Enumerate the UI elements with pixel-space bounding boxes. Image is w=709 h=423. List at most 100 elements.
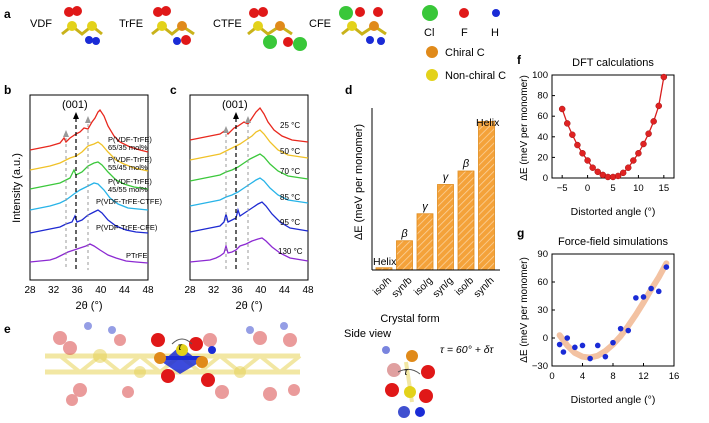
temp-label-3: 70 °C (280, 167, 300, 176)
panel-b-frame (29, 94, 149, 281)
legend-dot-cl (422, 5, 438, 21)
side-view-molecule: τ (382, 346, 435, 418)
bar-label: β (400, 228, 408, 240)
molecule-vdf (61, 6, 103, 45)
monomer-label-trfe: TrFE (119, 18, 143, 30)
data-point-f (564, 120, 571, 127)
data-point-g (633, 295, 639, 301)
trace-label-b-3b: 45/55 mol% (108, 185, 148, 194)
temp-label-4: 85 °C (280, 193, 300, 202)
panel-f-points (558, 73, 668, 181)
data-point-f (579, 150, 586, 157)
xtick-d: syn/g (431, 275, 456, 300)
panel-letter-c: c (170, 83, 177, 97)
panel-g-points (556, 264, 670, 362)
ytick-g: 0 (543, 333, 548, 344)
xtick-b-44: 44 (119, 285, 131, 296)
data-point-g (617, 325, 624, 332)
data-point-g (564, 335, 571, 341)
panel-b-ylabel: Intensity (a.u.) (11, 153, 23, 223)
xtick-c-44: 44 (279, 285, 291, 296)
side-view-label: Side view (344, 328, 391, 340)
trace-label-b-1b: 65/35 mol% (108, 143, 148, 152)
panel-c-traces (189, 106, 309, 263)
temp-label-5: 95 °C (280, 218, 300, 227)
arrow-c-3 (245, 116, 251, 123)
ytick-g: −30 (532, 361, 548, 372)
ytick-f: 0 (543, 173, 548, 184)
xtick-b-48: 48 (142, 285, 154, 296)
trace-label-b-1a: P(VDF-TrFE) (108, 135, 152, 144)
data-point-f (594, 168, 601, 176)
trace-c-2 (189, 129, 309, 161)
panel-g-title: Force-field simulations (558, 236, 669, 248)
legend-label-chiral: Chiral C (445, 47, 485, 59)
legend-dot-f (459, 8, 469, 18)
trace-label-b-2a: P(VDF-TrFE) (108, 155, 152, 164)
trace-label-b-3a: P(VDF-TrFE) (108, 177, 152, 186)
bar-syn-b (396, 240, 413, 271)
monomer-label-cfe: CFE (309, 18, 331, 30)
chain-faded-atoms (53, 322, 300, 406)
temp-label-1: 25 °C (280, 121, 300, 130)
tau-symbol-main: τ (178, 342, 183, 353)
panel-g: Force-field simulations ΔE (meV per mono… (519, 236, 679, 406)
ytick-g: 30 (537, 305, 548, 316)
panel-letter-f: f (517, 53, 522, 67)
arrow-b-3 (85, 116, 91, 123)
panel-f-xlabel: Distorted angle (°) (571, 206, 656, 218)
xtick-d: iso/g (412, 275, 435, 298)
bar-syn-h (478, 121, 495, 271)
panel-c: (001) 25 °C 50 °C 70 °C 85 °C 95 °C 130 … (184, 94, 314, 312)
arrow-c-1 (223, 126, 229, 133)
data-point-f (574, 141, 581, 149)
trace-label-b-5: P(VDF-TrFE-CFE) (96, 223, 158, 232)
xtick-g: 12 (638, 371, 649, 382)
data-point-g (602, 353, 609, 360)
panel-d-bars (375, 121, 495, 271)
molecule-ctfe (247, 7, 307, 51)
xtick-f: 10 (633, 183, 644, 194)
xtick-f: 15 (659, 183, 670, 194)
chain-highlight-unit: τ (151, 333, 216, 387)
ytick-f: 20 (537, 152, 548, 163)
panel-f-title: DFT calculations (572, 57, 654, 69)
arrow-c-2 (233, 112, 239, 119)
trace-b-1 (29, 108, 149, 153)
data-point-g (579, 342, 586, 349)
tau-symbol-side: τ (404, 367, 409, 378)
panel-letters: a b c d e f g (4, 7, 524, 336)
data-point-f (569, 131, 576, 138)
legend-dot-chiral (426, 46, 438, 58)
molecule-trfe (151, 6, 195, 45)
xtick-f: 5 (610, 183, 615, 194)
panel-g-xlabel: Distorted angle (°) (571, 394, 656, 406)
panel-g-yticks: −30 0 30 60 90 (532, 249, 555, 372)
helix-label-right: Helix (476, 117, 500, 129)
xtick-d: syn/h (472, 275, 497, 300)
panel-g-xticks: 0 4 8 12 16 (549, 363, 679, 382)
panel-letter-e: e (4, 322, 11, 336)
data-point-g (663, 264, 670, 270)
trace-b-6 (29, 243, 149, 264)
panel-b-trace-labels: P(VDF-TrFE) 65/35 mol% P(VDF-TrFE) 55/45… (96, 135, 162, 260)
data-point-g (572, 344, 578, 351)
data-point-f (630, 157, 637, 164)
panel-b-xticks: 28 32 36 40 44 48 (24, 285, 154, 296)
data-point-f (635, 150, 642, 157)
panel-g-ylabel: ΔE (meV per monomer) (519, 257, 530, 363)
ytick-g: 90 (537, 249, 548, 260)
xtick-f: 0 (585, 183, 590, 194)
data-point-g (556, 341, 563, 348)
panel-letter-b: b (4, 83, 11, 97)
data-point-f (645, 130, 652, 137)
panel-a: VDF TrFE CTFE CFE (30, 5, 506, 82)
panel-f-yticks: 0 20 40 60 80 100 (532, 70, 555, 184)
panel-c-xticks: 28 32 36 40 44 48 (184, 285, 314, 296)
xtick-g: 0 (549, 371, 554, 382)
panel-d-xlabel: Crystal form (380, 313, 439, 325)
ytick-f: 80 (537, 91, 548, 102)
ytick-f: 100 (532, 70, 548, 81)
